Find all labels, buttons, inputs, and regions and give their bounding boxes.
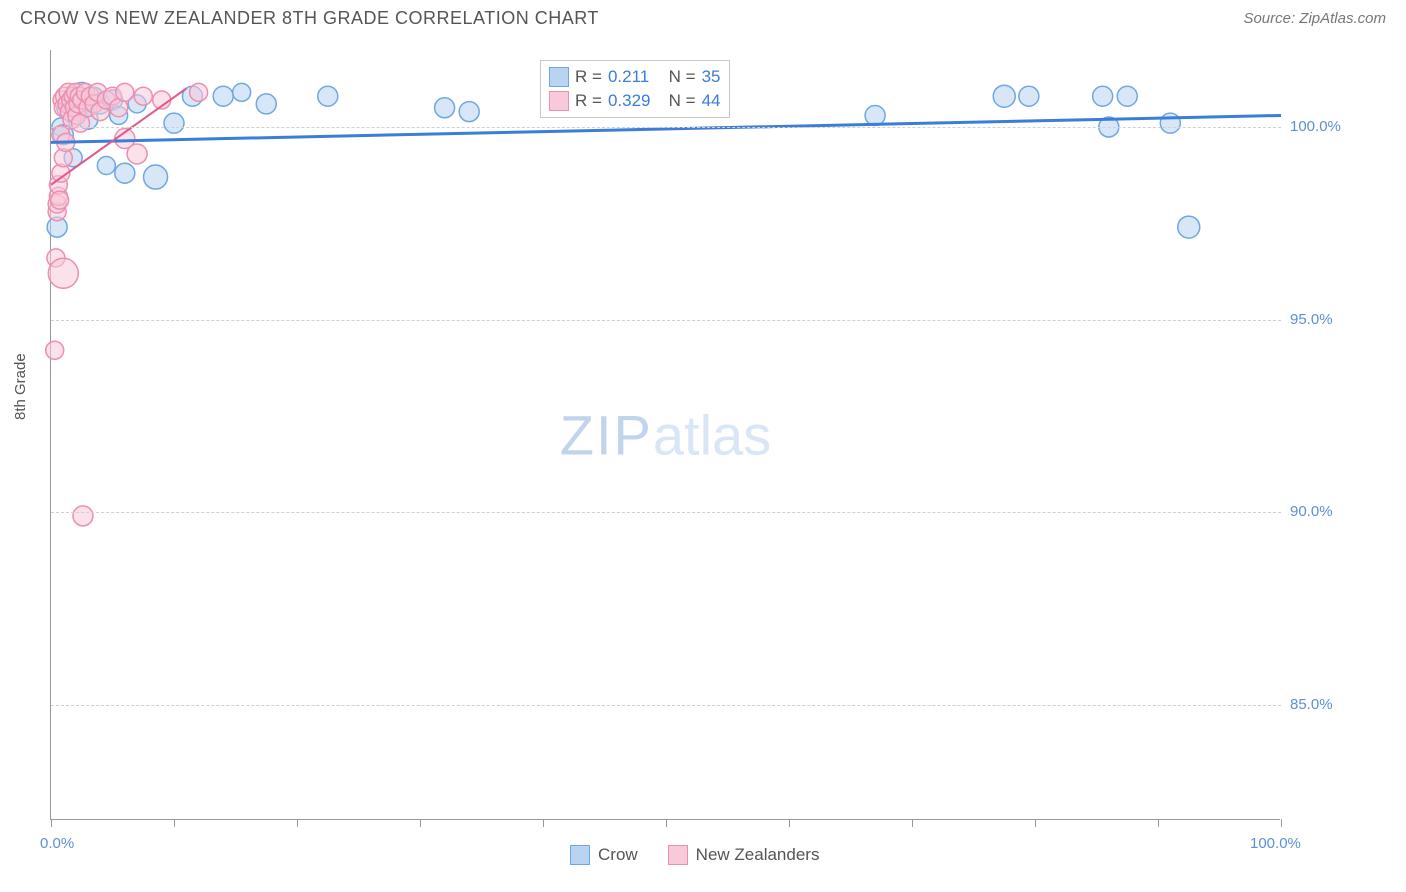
data-point xyxy=(233,83,251,101)
legend-label: Crow xyxy=(598,845,638,865)
x-tick xyxy=(297,819,298,827)
data-point xyxy=(459,102,479,122)
data-point xyxy=(115,163,135,183)
data-point xyxy=(865,105,885,125)
gridline xyxy=(51,705,1281,706)
x-tick xyxy=(1158,819,1159,827)
stats-legend-box: R = 0.211 N = 35 R = 0.329 N = 44 xyxy=(540,60,730,118)
data-point xyxy=(256,94,276,114)
data-point xyxy=(116,83,134,101)
data-point xyxy=(51,191,69,209)
y-axis-label: 8th Grade xyxy=(12,353,29,420)
chart-title: CROW VS NEW ZEALANDER 8TH GRADE CORRELAT… xyxy=(20,8,599,29)
legend-swatch xyxy=(570,845,590,865)
gridline xyxy=(51,320,1281,321)
y-tick-label: 85.0% xyxy=(1290,696,1333,713)
y-tick-label: 95.0% xyxy=(1290,311,1333,328)
legend-label: New Zealanders xyxy=(696,845,820,865)
data-point xyxy=(435,98,455,118)
x-min-label: 0.0% xyxy=(40,835,74,852)
legend-item: Crow xyxy=(570,845,638,865)
legend-item: New Zealanders xyxy=(668,845,820,865)
r-label: R = xyxy=(575,91,602,111)
data-point xyxy=(993,85,1015,107)
x-tick xyxy=(1035,819,1036,827)
data-point xyxy=(1019,86,1039,106)
data-point xyxy=(1117,86,1137,106)
stats-row: R = 0.211 N = 35 xyxy=(549,65,721,89)
x-tick xyxy=(51,819,52,827)
legend-swatch xyxy=(668,845,688,865)
data-point xyxy=(190,83,208,101)
r-value: 0.329 xyxy=(608,91,658,111)
data-point xyxy=(127,144,147,164)
data-point xyxy=(318,86,338,106)
y-tick-label: 90.0% xyxy=(1290,503,1333,520)
x-tick xyxy=(912,819,913,827)
plot-area: ZIPatlas xyxy=(50,50,1280,820)
x-tick xyxy=(543,819,544,827)
legend-swatch xyxy=(549,67,569,87)
data-point xyxy=(1093,86,1113,106)
data-point xyxy=(134,87,152,105)
x-tick xyxy=(1281,819,1282,827)
r-label: R = xyxy=(575,67,602,87)
data-point xyxy=(1160,113,1180,133)
x-tick xyxy=(174,819,175,827)
legend-swatch xyxy=(549,91,569,111)
n-value: 44 xyxy=(702,91,721,111)
data-point xyxy=(46,341,64,359)
gridline xyxy=(51,127,1281,128)
x-tick xyxy=(666,819,667,827)
trend-line xyxy=(51,115,1281,142)
data-point xyxy=(1178,216,1200,238)
stats-row: R = 0.329 N = 44 xyxy=(549,89,721,113)
gridline xyxy=(51,512,1281,513)
n-label: N = xyxy=(664,67,696,87)
data-point xyxy=(97,157,115,175)
chart-header: CROW VS NEW ZEALANDER 8TH GRADE CORRELAT… xyxy=(0,0,1406,29)
data-point xyxy=(164,113,184,133)
n-label: N = xyxy=(664,91,696,111)
bottom-legend: Crow New Zealanders xyxy=(570,845,819,865)
data-point xyxy=(213,86,233,106)
x-tick xyxy=(420,819,421,827)
chart-source: Source: ZipAtlas.com xyxy=(1243,10,1386,27)
data-point xyxy=(144,165,168,189)
chart-container: ZIPatlas R =0.211 N =35R =0.329 N =44 Cr… xyxy=(50,50,1370,820)
r-value: 0.211 xyxy=(608,67,658,87)
x-max-label: 100.0% xyxy=(1250,835,1301,852)
y-tick-label: 100.0% xyxy=(1290,118,1341,135)
data-point xyxy=(48,258,78,288)
n-value: 35 xyxy=(702,67,721,87)
data-point xyxy=(73,506,93,526)
x-tick xyxy=(789,819,790,827)
